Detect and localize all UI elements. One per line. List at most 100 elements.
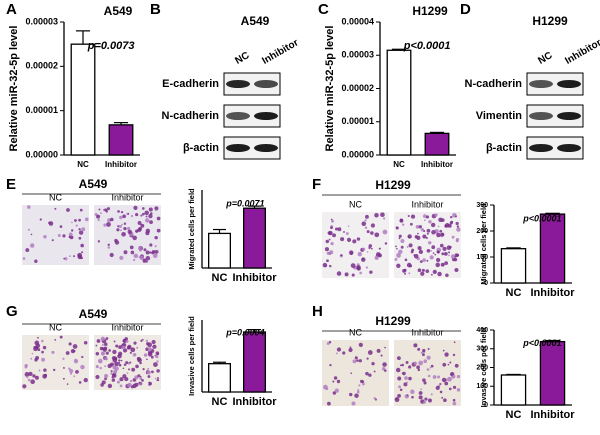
y-tick-label: 0.00001 [25, 105, 58, 115]
cell [111, 378, 116, 382]
cell [119, 255, 124, 260]
cell [327, 231, 332, 235]
cell [153, 362, 158, 367]
cell [441, 396, 444, 399]
cell [104, 356, 108, 361]
cell [428, 241, 432, 245]
cell [376, 348, 381, 353]
cell [456, 227, 461, 232]
cell [382, 362, 387, 367]
cell [413, 343, 418, 348]
panel-letter: F [312, 176, 321, 193]
cell [54, 338, 57, 341]
bar [539, 340, 566, 406]
x-tick-label: Inhibitor [233, 272, 278, 284]
y-tick-label: 0.00004 [341, 16, 374, 26]
cell [114, 240, 120, 245]
blot-frame [223, 136, 281, 160]
cell [349, 346, 352, 349]
cell [368, 373, 372, 377]
cell [77, 252, 83, 258]
cell [366, 251, 369, 253]
cell [27, 228, 30, 231]
cell [365, 214, 369, 219]
cell [374, 232, 380, 238]
cell [69, 369, 74, 373]
cell [441, 377, 447, 383]
cell [384, 369, 387, 372]
cell [444, 261, 449, 266]
cell [454, 215, 457, 218]
cell [152, 253, 158, 259]
cell [147, 342, 152, 348]
cell [452, 353, 456, 357]
y-axis-label: Invasive cells per field [479, 327, 488, 407]
cell [120, 229, 122, 232]
cell [83, 340, 88, 345]
cell [51, 239, 54, 242]
cell [373, 370, 376, 373]
cell [101, 347, 105, 351]
cell [139, 361, 142, 365]
cell [133, 253, 139, 259]
cell [37, 348, 41, 352]
blot-band [557, 112, 581, 120]
cell [106, 222, 111, 227]
cell [373, 397, 377, 400]
image-label: Inhibitor [111, 192, 143, 202]
cell [442, 349, 445, 352]
cell [456, 388, 461, 392]
cell [64, 257, 68, 261]
cell [112, 349, 117, 355]
cell [144, 218, 150, 223]
cell [439, 243, 444, 248]
cell [382, 229, 388, 235]
cell [148, 213, 153, 219]
cell [361, 382, 365, 386]
cell [434, 213, 438, 217]
cell [427, 348, 430, 351]
panel-letter: A [6, 1, 17, 18]
cell [440, 232, 445, 237]
cell [62, 234, 66, 238]
cell [107, 383, 113, 389]
y-axis-label: Migrated cells per field [187, 188, 196, 270]
cell [436, 232, 441, 238]
cell [145, 339, 148, 342]
cell [378, 253, 382, 258]
cell [155, 354, 159, 359]
cell [129, 351, 132, 354]
cell [154, 377, 157, 380]
cell [34, 375, 39, 380]
cell [442, 362, 447, 367]
cell [455, 239, 459, 243]
cell [449, 245, 452, 248]
cell [108, 349, 111, 352]
cell [125, 339, 129, 343]
bar [207, 232, 231, 269]
cell [351, 401, 356, 406]
cell [100, 212, 102, 214]
cell [134, 375, 139, 380]
cell [145, 256, 151, 261]
panel-letter: B [150, 1, 161, 18]
cell [330, 242, 334, 246]
cell [70, 229, 74, 232]
cell [452, 401, 457, 406]
cell [427, 374, 431, 378]
cell [404, 258, 408, 262]
cell [442, 264, 445, 266]
cell [343, 231, 345, 233]
cell [145, 250, 150, 255]
cell [62, 377, 65, 380]
cell [419, 260, 423, 264]
blot-band [529, 112, 553, 120]
cell [110, 372, 113, 375]
cell [345, 232, 349, 235]
cell [420, 228, 425, 232]
blot-frame [223, 72, 281, 96]
blot-frame [526, 104, 584, 128]
cell [356, 359, 359, 362]
cell [30, 357, 33, 360]
